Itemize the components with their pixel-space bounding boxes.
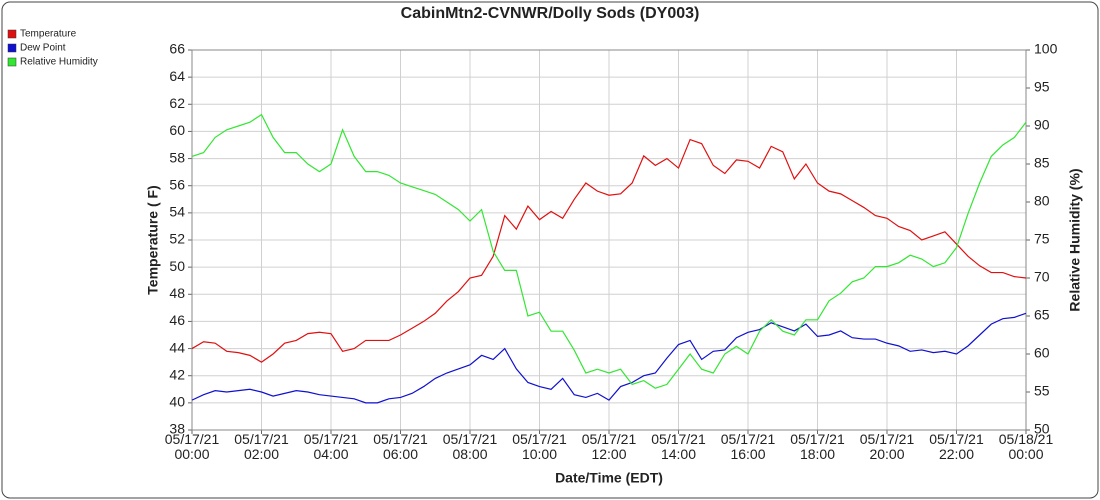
y-tick-label: 38	[169, 421, 185, 437]
y-tick-label: 42	[169, 366, 185, 382]
x-tick-label: 05/17/21 18:00	[790, 431, 845, 462]
y-tick-label: 50	[169, 258, 185, 274]
x-tick-label: 05/18/21 00:00	[998, 431, 1054, 462]
chart-title: CabinMtn2-CVNWR/Dolly Sods (DY003)	[401, 5, 700, 22]
legend-swatch	[7, 57, 17, 67]
x-tick-label: 05/17/21 08:00	[442, 431, 498, 462]
data-line	[191, 138, 1027, 363]
y2-tick-label: 80	[1034, 193, 1050, 209]
x-tick-label: 05/17/21 00:00	[164, 431, 220, 462]
y-tick-label: 46	[169, 312, 185, 328]
y-tick-label: 64	[169, 68, 185, 84]
x-tick-label: 05/17/21 02:00	[234, 431, 289, 462]
x-tick-label: 05/17/21 20:00	[859, 431, 915, 462]
legend-swatch	[7, 29, 17, 39]
x-tick-label: 05/17/21 06:00	[373, 431, 428, 462]
x-tick-label: 05/17/21 14:00	[651, 431, 706, 462]
y2-tick-label: 85	[1034, 155, 1050, 171]
plot-border	[191, 49, 1027, 431]
x-tick-label: 05/17/21 10:00	[512, 431, 567, 462]
y2-tick-label: 95	[1034, 79, 1050, 95]
x-axis-label: Date/Time (EDT)	[555, 470, 663, 486]
x-tick-label: 05/17/21 04:00	[303, 431, 359, 462]
x-tick-label: 05/17/21 22:00	[929, 431, 984, 462]
legend-label: Relative Humidity	[20, 57, 98, 68]
y2-tick-label: 55	[1034, 383, 1050, 399]
y-tick-label: 66	[169, 41, 185, 57]
x-tick-label: 05/17/21 16:00	[720, 431, 776, 462]
y2-tick-label: 100	[1034, 41, 1058, 57]
legend-label: Dew Point	[20, 43, 66, 54]
data-line	[191, 113, 1027, 389]
y-tick-label: 58	[169, 149, 185, 165]
y-tick-label: 48	[169, 285, 185, 301]
y2-tick-label: 90	[1034, 117, 1050, 133]
y-tick-label: 44	[169, 339, 185, 355]
y2-tick-label: 75	[1034, 231, 1050, 247]
y2-tick-label: 65	[1034, 307, 1050, 323]
legend-label: Temperature	[20, 29, 77, 40]
y-tick-label: 56	[169, 176, 185, 192]
y-axis-label: Temperature ( F)	[145, 185, 161, 294]
legend-swatch	[7, 43, 17, 53]
y2-tick-label: 60	[1034, 345, 1050, 361]
y-tick-label: 62	[169, 95, 185, 111]
y-tick-label: 52	[169, 231, 185, 247]
y-tick-label: 54	[169, 204, 185, 220]
x-tick-label: 05/17/21 12:00	[581, 431, 637, 462]
y-tick-label: 40	[169, 394, 185, 410]
data-line	[191, 312, 1027, 404]
y2-axis-label: Relative Humidity (%)	[1067, 168, 1083, 311]
y-tick-label: 60	[169, 122, 185, 138]
y2-tick-label: 70	[1034, 269, 1050, 285]
y2-tick-label: 50	[1034, 421, 1050, 437]
